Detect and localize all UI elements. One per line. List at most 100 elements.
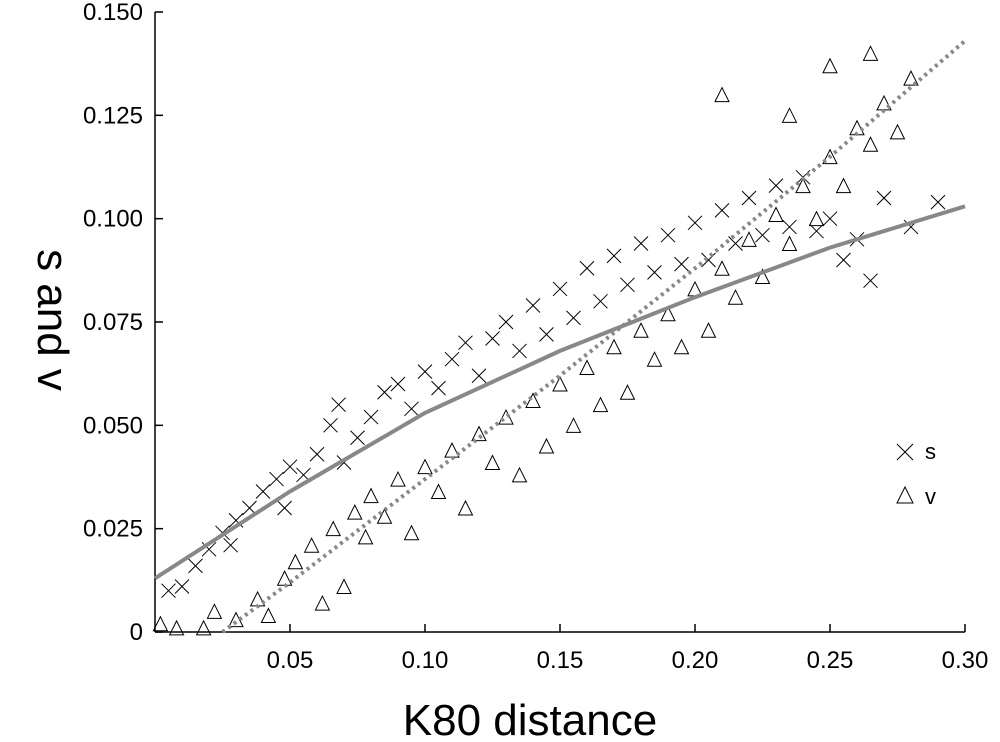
point-v <box>152 615 169 632</box>
point-s <box>539 327 554 342</box>
axes <box>154 12 965 633</box>
point-s <box>741 190 757 206</box>
point-v <box>525 392 541 409</box>
point-s <box>525 298 541 313</box>
point-s <box>728 236 743 251</box>
point-s <box>404 401 419 417</box>
point-v <box>498 408 514 425</box>
point-s <box>633 236 649 251</box>
point-v <box>741 231 757 247</box>
y-tick-label: 0 <box>130 619 143 646</box>
point-v <box>835 177 852 194</box>
point-s <box>331 397 346 413</box>
legend-label-s: s <box>925 439 936 464</box>
legend-marker-v-icon <box>896 485 914 504</box>
point-v <box>646 351 663 367</box>
point-s <box>836 252 851 268</box>
trend-lines <box>153 39 967 634</box>
point-v <box>168 619 185 636</box>
point-s <box>876 190 892 206</box>
point-v <box>417 458 433 475</box>
point-v <box>390 470 406 487</box>
point-v <box>314 594 331 611</box>
point-v <box>633 322 649 338</box>
point-v <box>700 322 717 338</box>
point-v <box>276 570 293 586</box>
y-tick-label: 0.100 <box>83 206 143 233</box>
point-s <box>255 484 271 499</box>
point-v <box>538 437 555 454</box>
point-v <box>714 260 730 276</box>
legend-item-s: s <box>896 439 936 464</box>
point-v <box>795 177 811 194</box>
point-s <box>431 380 446 396</box>
point-s <box>566 310 581 326</box>
point-v <box>768 206 784 223</box>
point-s <box>323 417 338 433</box>
y-tick-label: 0.025 <box>83 516 143 543</box>
point-v <box>403 524 420 541</box>
point-v <box>376 508 393 524</box>
y-tick-label: 0.125 <box>83 102 143 129</box>
point-v <box>457 499 474 516</box>
x-axis-label: K80 distance <box>403 696 657 742</box>
point-s <box>223 537 238 553</box>
point-v <box>471 425 487 442</box>
point-s <box>417 364 433 379</box>
point-v <box>579 359 595 375</box>
point-v <box>565 417 582 433</box>
point-s <box>512 343 527 359</box>
point-s <box>552 281 568 297</box>
y-tick-label: 0.150 <box>83 0 143 26</box>
point-s <box>863 273 878 289</box>
point-v <box>781 107 798 123</box>
legend-item-v: v <box>896 484 936 509</box>
point-s <box>714 203 730 218</box>
point-v <box>903 70 919 86</box>
point-v <box>287 553 304 570</box>
x-tick-label: 0.10 <box>402 647 449 674</box>
point-s <box>674 256 689 272</box>
point-v <box>336 578 352 595</box>
point-s <box>647 265 662 280</box>
point-v <box>303 537 320 553</box>
point-v <box>727 289 744 305</box>
point-v <box>363 487 379 504</box>
point-s <box>620 277 635 293</box>
point-v <box>511 466 528 483</box>
point-s <box>822 211 838 227</box>
point-v <box>822 57 838 74</box>
point-s <box>782 219 797 235</box>
point-s <box>579 260 595 276</box>
point-v <box>822 148 838 165</box>
x-ticks: 0.05 0.10 0.15 0.20 0.25 0.30 <box>267 624 988 674</box>
trend-line-s <box>153 204 966 580</box>
point-s <box>277 500 292 516</box>
point-v <box>552 375 568 392</box>
x-tick-label: 0.15 <box>537 647 584 674</box>
point-v <box>808 210 825 227</box>
y-tick-label: 0.050 <box>83 412 143 439</box>
legend-marker-s-icon <box>896 443 914 461</box>
point-s <box>390 376 406 392</box>
x-tick-label: 0.20 <box>672 647 719 674</box>
point-s <box>660 227 676 243</box>
legend: s v <box>896 439 936 509</box>
point-v <box>357 528 374 545</box>
point-s <box>269 471 284 487</box>
point-v <box>714 86 730 103</box>
point-s <box>188 558 203 574</box>
point-s <box>161 583 176 599</box>
x-tick-label: 0.05 <box>267 647 314 674</box>
point-s <box>363 409 379 425</box>
point-s <box>809 223 824 239</box>
point-s <box>444 351 460 367</box>
point-v <box>195 619 212 636</box>
point-v <box>619 384 636 400</box>
y-axis-label: s and v <box>28 249 77 391</box>
point-s <box>930 194 946 210</box>
point-v <box>430 483 447 499</box>
point-s <box>498 314 514 330</box>
y-ticks: 0 0.025 0.050 0.075 0.100 0.125 0.150 <box>83 0 163 646</box>
